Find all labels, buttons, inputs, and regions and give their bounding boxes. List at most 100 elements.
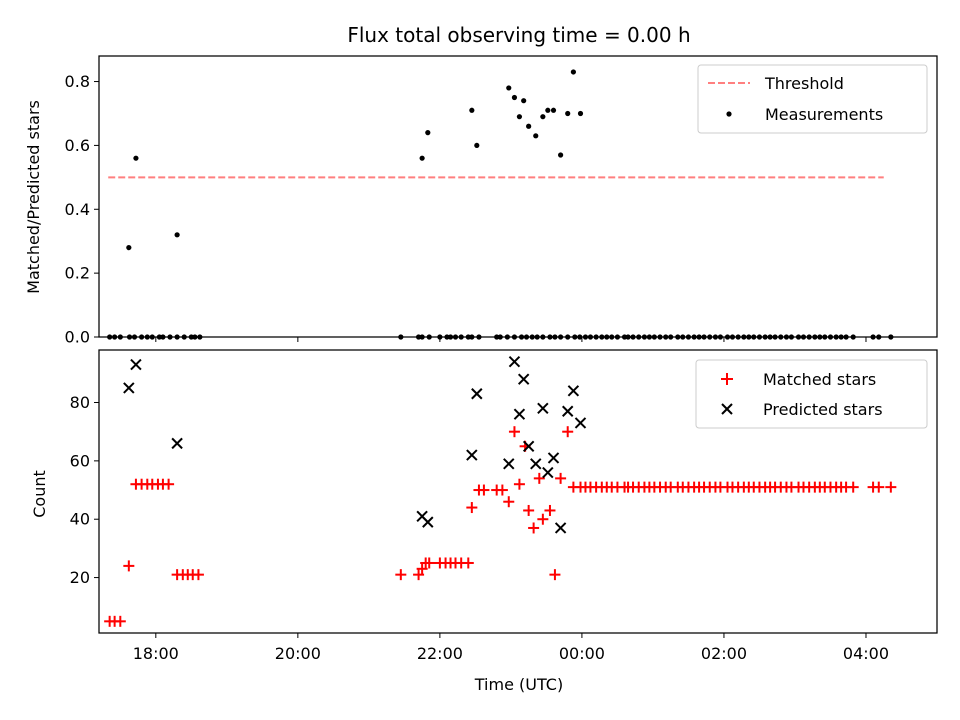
measurement-point <box>511 94 518 101</box>
matched-point <box>462 557 474 569</box>
matched-point <box>496 484 508 496</box>
matched-point <box>123 560 135 572</box>
top-yticks: 0.0 0.2 0.4 0.6 0.8 <box>65 72 99 347</box>
measurement-point <box>545 107 551 113</box>
predicted-point <box>562 405 574 417</box>
matched-point <box>533 472 545 484</box>
matched-point <box>544 504 556 516</box>
predicted-point <box>123 382 135 394</box>
measurement-point <box>174 232 180 238</box>
measurement-point <box>570 69 576 75</box>
bottom-marks <box>104 355 897 627</box>
top-xticks <box>155 337 867 342</box>
figure-title: Flux total observing time = 0.00 h <box>347 23 690 47</box>
y-tick-label: 0.0 <box>65 328 90 347</box>
predicted-point <box>466 449 478 461</box>
x-tick-label: 20:00 <box>275 644 321 663</box>
predicted-point <box>542 466 554 479</box>
y-tick-label: 0.2 <box>65 264 90 283</box>
predicted-point <box>517 373 530 385</box>
measurement-point <box>533 133 539 139</box>
matched-point <box>192 569 204 581</box>
matched-point <box>528 522 540 534</box>
top-legend-box <box>697 64 928 134</box>
legend-threshold-label: Threshold <box>764 74 844 93</box>
matched-point <box>873 481 885 493</box>
matched-point <box>562 426 574 438</box>
matched-point <box>478 484 490 496</box>
measurement-point <box>516 114 523 120</box>
measurement-point <box>577 110 584 117</box>
bottom-ylabel: Count <box>30 470 49 518</box>
predicted-point <box>547 452 560 464</box>
legend-matched-label: Matched stars <box>763 370 876 389</box>
bottom-legend: Matched stars Predicted stars <box>695 359 928 429</box>
legend-matched-swatch <box>721 373 733 385</box>
y-tick-label: 0.6 <box>65 136 90 155</box>
matched-point <box>847 481 859 493</box>
predicted-point <box>574 417 587 429</box>
measurement-point <box>540 114 546 120</box>
x-tick-label: 00:00 <box>559 644 605 663</box>
bottom-xticks: 18:00 20:00 22:00 00:00 02:00 04:00 <box>133 633 889 663</box>
y-tick-label: 0.4 <box>65 200 90 219</box>
top-panel: 0.00.20.40.60.8 Matched/Predicted stars … <box>24 55 938 347</box>
x-axis-label: Time (UTC) <box>474 675 563 694</box>
x-tick-label: 04:00 <box>843 644 889 663</box>
measurement-point <box>474 142 480 149</box>
predicted-point <box>554 522 567 534</box>
measurement-point <box>469 107 475 113</box>
legend-predicted-swatch <box>721 403 733 415</box>
y-tick-label: 80 <box>70 393 90 412</box>
predicted-point <box>567 385 580 397</box>
y-tick-label: 60 <box>70 451 90 470</box>
y-tick-label: 0.8 <box>65 72 90 91</box>
measurement-point <box>558 152 564 158</box>
y-tick-label: 40 <box>70 510 90 529</box>
measurement-point <box>506 85 512 91</box>
bottom-legend-box <box>695 359 928 429</box>
matched-point <box>413 569 425 581</box>
top-axes-frame <box>98 55 938 338</box>
matched-point <box>395 569 407 581</box>
matched-point <box>555 472 567 484</box>
predicted-point <box>471 388 483 400</box>
x-tick-label: 18:00 <box>133 644 179 663</box>
predicted-point <box>513 408 526 420</box>
predicted-point <box>522 440 535 452</box>
legend-measurements-label: Measurements <box>765 105 883 124</box>
measurement-point <box>521 98 527 104</box>
legend-predicted-label: Predicted stars <box>763 400 883 419</box>
measurement-point <box>419 155 425 161</box>
top-legend: Threshold Measurements <box>697 64 928 134</box>
matched-point <box>114 615 126 627</box>
measurement-point <box>126 244 132 251</box>
legend-measurements-swatch <box>726 111 732 117</box>
matched-point <box>885 481 897 493</box>
measurement-point <box>526 123 532 129</box>
matched-point <box>523 504 535 516</box>
x-tick-label: 02:00 <box>701 644 747 663</box>
predicted-point <box>503 458 515 470</box>
predicted-point <box>171 437 183 450</box>
predicted-point <box>508 355 521 368</box>
measurement-point <box>133 155 139 161</box>
y-tick-label: 20 <box>70 568 90 587</box>
matched-point <box>163 478 175 490</box>
matched-point <box>503 496 515 508</box>
measurement-point <box>550 107 557 113</box>
measurement-point <box>565 110 571 117</box>
predicted-point <box>422 516 434 528</box>
measurement-point <box>425 130 431 136</box>
predicted-point <box>130 358 142 371</box>
matched-point <box>508 426 520 438</box>
top-ylabel: Matched/Predicted stars <box>24 100 43 294</box>
predicted-point <box>530 458 542 470</box>
matched-point <box>423 557 435 569</box>
bottom-axes-frame <box>98 349 938 634</box>
matched-point <box>416 563 428 575</box>
x-tick-label: 22:00 <box>417 644 463 663</box>
bottom-yticks: 20 40 60 80 <box>70 393 99 587</box>
